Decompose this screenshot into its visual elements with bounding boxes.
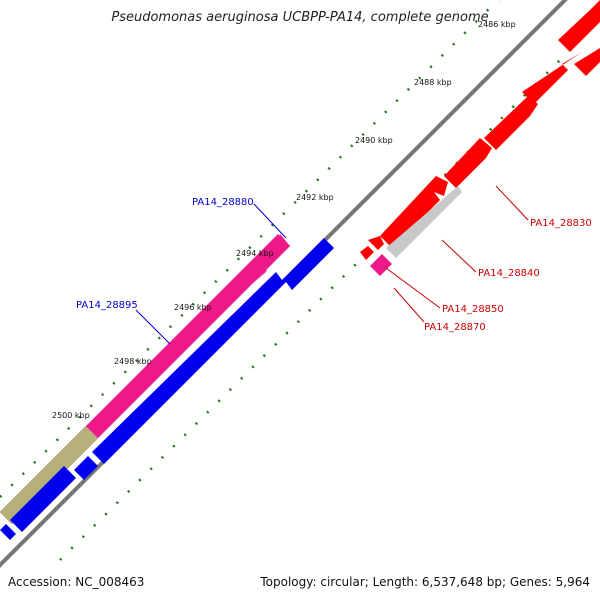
- gene-red-1[interactable]: [380, 176, 448, 248]
- tick-label: 2490 kbp: [355, 136, 393, 145]
- gene-labels: PA14_28880 PA14_28895 PA14_28830 PA14_28…: [76, 197, 592, 333]
- gene-pa14-28850[interactable]: [370, 254, 392, 276]
- accession-text: Accession: NC_008463: [8, 575, 145, 589]
- gene-label: PA14_28850: [442, 304, 504, 315]
- map-title: Pseudomonas aeruginosa UCBPP-PA14, compl…: [111, 10, 489, 25]
- tick-guides: [0, 0, 600, 561]
- tick-label: 2486 kbp: [478, 20, 516, 29]
- gene-pa14-28840[interactable]: [386, 186, 462, 258]
- tick-labels: 2486 kbp 2488 kbp 2490 kbp 2492 kbp 2494…: [52, 20, 516, 420]
- gene-label: PA14_28895: [76, 300, 138, 311]
- genes-right: [360, 0, 600, 276]
- tick-label: 2488 kbp: [414, 78, 452, 87]
- gene-label: PA14_28840: [478, 268, 540, 279]
- gene-pa14-28880[interactable]: [92, 238, 334, 464]
- tick-label: 2494 kbp: [236, 249, 274, 258]
- tick-label: 2500 kbp: [52, 411, 90, 420]
- genes-left: [0, 234, 334, 540]
- label-leaders: [135, 185, 529, 345]
- gene-label: PA14_28870: [424, 322, 486, 333]
- genome-backbone: [0, 0, 568, 568]
- gene-label: PA14_28830: [530, 218, 592, 229]
- gene-label: PA14_28880: [192, 197, 254, 208]
- tick-label: 2496 kbp: [174, 303, 212, 312]
- genome-summary-text: Topology: circular; Length: 6,537,648 bp…: [260, 575, 590, 589]
- tick-label: 2492 kbp: [296, 193, 334, 202]
- tick-label: 2498 kbp: [114, 357, 152, 366]
